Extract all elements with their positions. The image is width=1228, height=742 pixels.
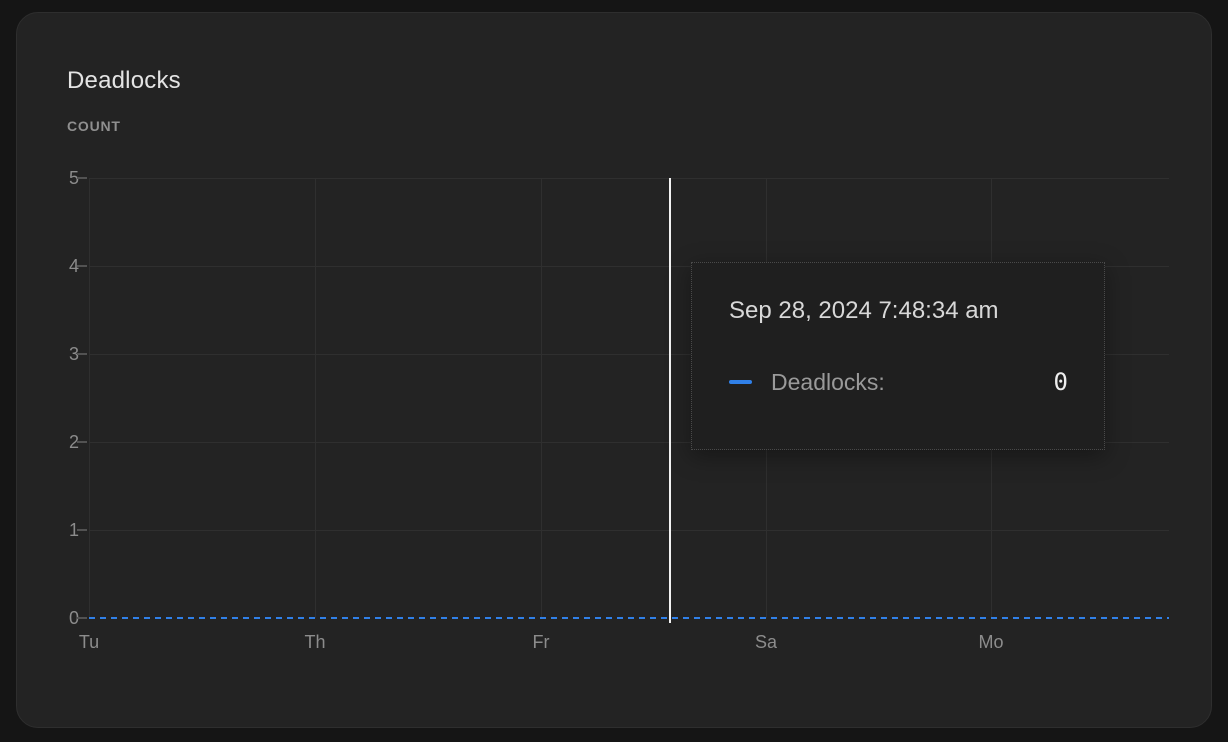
chart-tooltip: Sep 28, 2024 7:48:34 am Deadlocks: 0 xyxy=(691,262,1105,450)
tooltip-series-row: Deadlocks: 0 xyxy=(729,368,1068,396)
gridline-x-fr xyxy=(541,178,542,618)
x-axis-tick-label: Fr xyxy=(532,632,550,652)
y-axis-tick-mark xyxy=(77,177,87,179)
y-axis-tick-label: 2 xyxy=(68,432,79,452)
tooltip-series-value: 0 xyxy=(1053,368,1068,396)
y-axis-tick-label: 4 xyxy=(68,256,79,276)
chart-title: Deadlocks xyxy=(67,67,181,94)
hover-crosshair xyxy=(669,178,671,623)
gridline-x-tu xyxy=(89,178,90,618)
gridline-y3 xyxy=(89,354,1169,355)
y-axis-tick-mark xyxy=(77,265,87,267)
y-axis-tick-mark xyxy=(77,441,87,443)
y-axis-tick-label: 3 xyxy=(68,344,79,364)
gridline-y5 xyxy=(89,178,1169,179)
gridline-y1 xyxy=(89,530,1169,531)
tooltip-timestamp: Sep 28, 2024 7:48:34 am xyxy=(729,297,999,324)
y-axis-tick-mark xyxy=(77,617,87,619)
series-legend-dash-icon xyxy=(729,380,752,384)
x-axis-tick-label: Sa xyxy=(754,632,778,652)
deadlocks-series-line xyxy=(89,617,1169,619)
gridline-y2 xyxy=(89,442,1169,443)
y-axis-tick-label: 0 xyxy=(68,608,79,628)
y-axis-tick-mark xyxy=(77,353,87,355)
gridline-y4 xyxy=(89,266,1169,267)
y-axis-tick-label: 5 xyxy=(68,168,79,188)
deadlocks-chart-card: Deadlocks COUNT 5 4 3 2 1 0 Tu Th Fr Sa … xyxy=(16,12,1212,728)
y-axis-tick-label: 1 xyxy=(68,520,79,540)
x-axis-tick-label: Tu xyxy=(78,632,100,652)
y-axis-tick-mark xyxy=(77,529,87,531)
gridline-x-th xyxy=(315,178,316,618)
x-axis-tick-label: Th xyxy=(304,632,326,652)
x-axis-tick-label: Mo xyxy=(978,632,1004,652)
tooltip-series-label: Deadlocks: xyxy=(771,368,885,395)
y-axis-unit-label: COUNT xyxy=(67,118,121,134)
